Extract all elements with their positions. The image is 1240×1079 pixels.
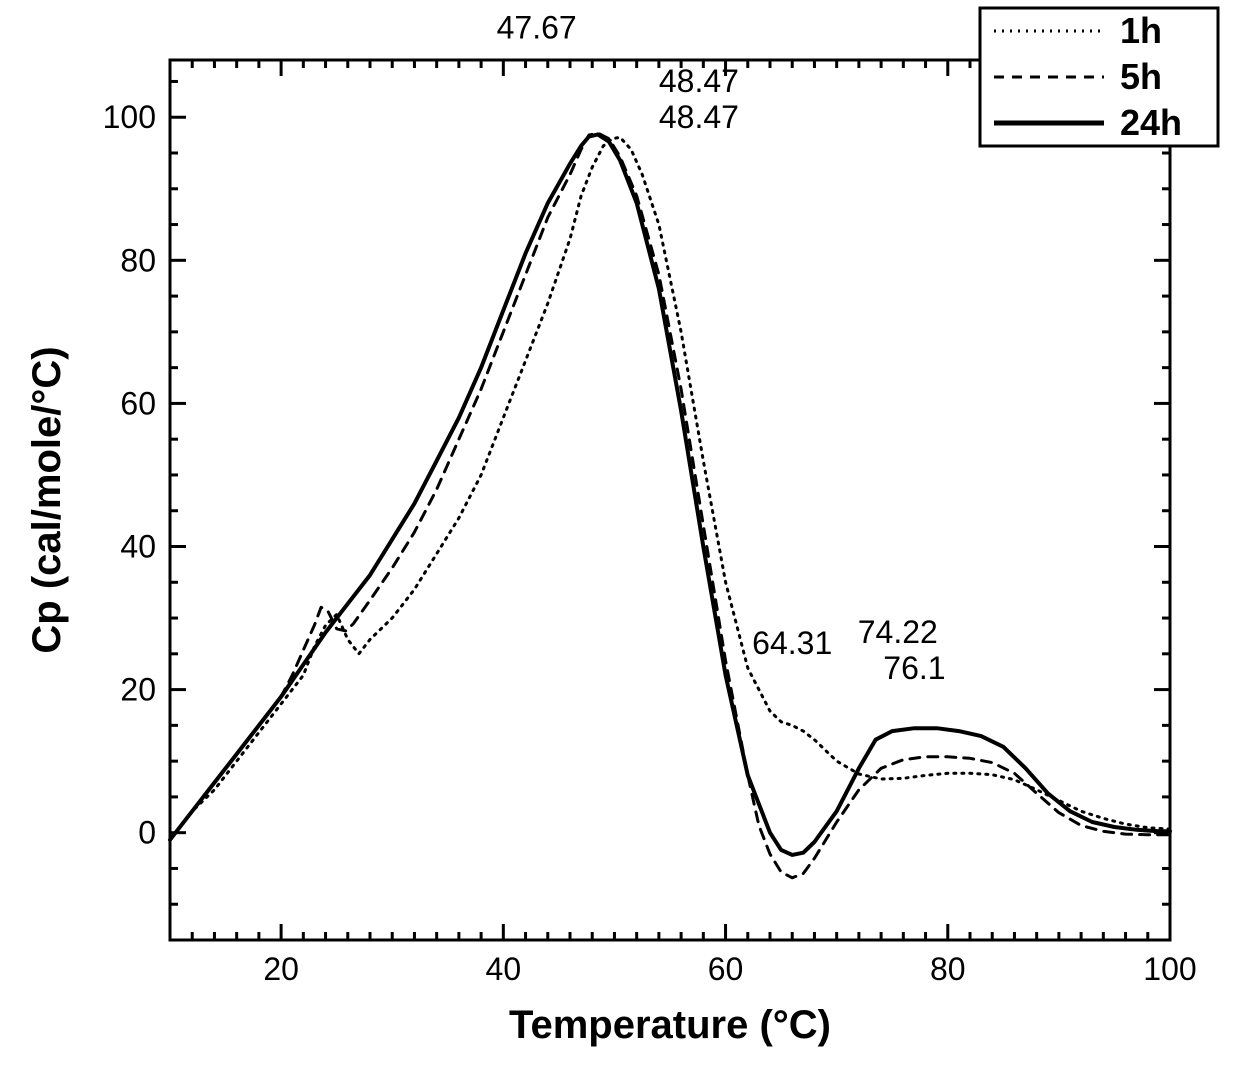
legend-label: 1h: [1120, 10, 1162, 51]
x-tick-label: 40: [486, 951, 522, 987]
y-tick-label: 100: [103, 99, 156, 135]
x-tick-label: 100: [1143, 951, 1196, 987]
y-tick-label: 80: [120, 242, 156, 278]
x-tick-label: 20: [263, 951, 299, 987]
series-5h: [170, 133, 1170, 878]
peak-label: 76.1: [883, 650, 945, 686]
chart-container: 20 40 60 80 100 Temperature (°C) 0 20 40 60 80 100 C…: [0, 0, 1240, 1079]
series-24h: [170, 134, 1170, 855]
y-axis-title: Cp (cal/mole/°C): [25, 346, 69, 653]
x-tick-label: 60: [708, 951, 744, 987]
dsc-thermogram-chart: 20 40 60 80 100 Temperature (°C) 0 20 40 60 80 100 C…: [0, 0, 1240, 1079]
peak-label: 47.67: [497, 10, 577, 46]
x-axis-title: Temperature (°C): [509, 1003, 831, 1047]
peak-label: 48.47: [659, 99, 739, 135]
y-tick-label: 60: [120, 385, 156, 421]
legend-label: 24h: [1120, 102, 1182, 143]
y-tick-label: 20: [120, 672, 156, 708]
peak-label: 74.22: [858, 614, 938, 650]
peak-label: 64.31: [752, 625, 832, 661]
series-1h: [170, 137, 1170, 840]
x-tick-label: 80: [930, 951, 966, 987]
legend-label: 5h: [1120, 56, 1162, 97]
y-tick-label: 0: [138, 815, 156, 851]
y-tick-label: 40: [120, 529, 156, 565]
peak-label: 48.47: [659, 63, 739, 99]
plot-border: [170, 60, 1170, 940]
